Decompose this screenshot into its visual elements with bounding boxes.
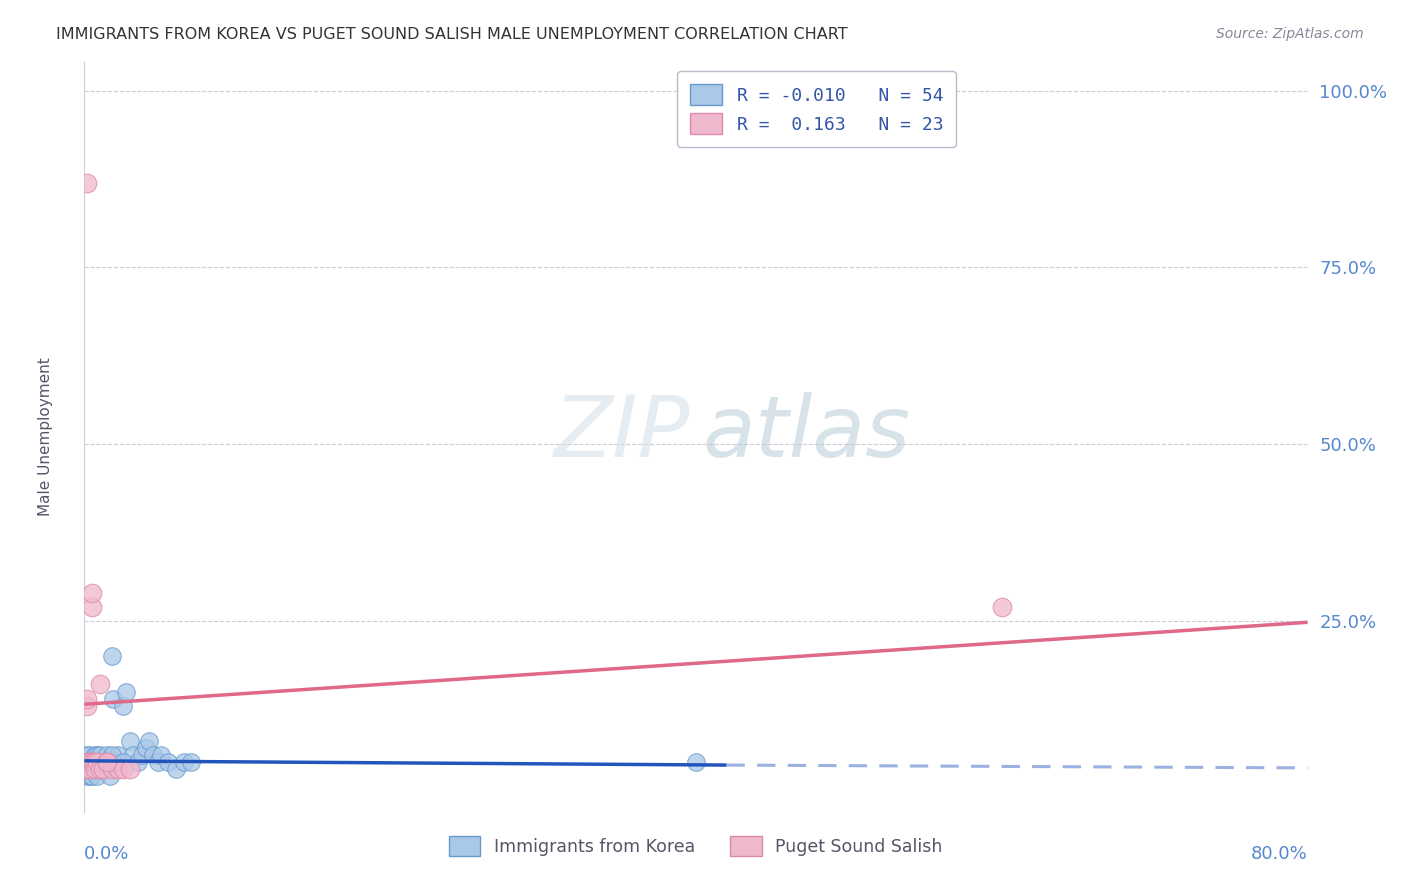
Point	[76, 762, 98, 776]
Point	[96, 756, 118, 770]
Point	[84, 762, 107, 776]
Point	[120, 734, 142, 748]
Point	[93, 756, 115, 770]
Point	[138, 734, 160, 748]
Point	[114, 684, 136, 698]
Point	[76, 748, 98, 763]
Point	[98, 769, 121, 783]
Point	[83, 756, 105, 770]
Point	[75, 762, 97, 776]
Point	[87, 762, 110, 776]
Point	[120, 762, 142, 776]
Point	[107, 762, 129, 776]
Point	[80, 762, 103, 776]
Point	[80, 769, 103, 783]
Point	[91, 762, 114, 776]
Point	[111, 762, 134, 776]
Point	[111, 756, 134, 770]
Point	[101, 649, 124, 664]
Point	[97, 756, 120, 770]
Point	[94, 762, 117, 776]
Point	[146, 756, 169, 770]
Point	[90, 756, 112, 770]
Point	[111, 698, 134, 713]
Text: 80.0%: 80.0%	[1251, 846, 1308, 863]
Point	[83, 756, 105, 770]
Point	[77, 762, 100, 776]
Point	[80, 599, 103, 614]
Point	[84, 762, 107, 776]
Text: Male Unemployment: Male Unemployment	[38, 358, 52, 516]
Point	[77, 756, 100, 770]
Legend: Immigrants from Korea, Puget Sound Salish: Immigrants from Korea, Puget Sound Salis…	[443, 829, 949, 863]
Text: ZIP: ZIP	[554, 392, 690, 475]
Point	[173, 756, 195, 770]
Point	[76, 176, 98, 190]
Point	[86, 769, 108, 783]
Point	[96, 748, 118, 763]
Point	[165, 762, 187, 776]
Point	[86, 748, 108, 763]
Point	[180, 756, 202, 770]
Point	[685, 756, 707, 770]
Point	[75, 762, 97, 776]
Point	[89, 762, 111, 776]
Point	[76, 769, 98, 783]
Point	[89, 748, 111, 763]
Point	[77, 748, 100, 763]
Point	[80, 756, 103, 770]
Point	[79, 762, 101, 776]
Point	[77, 756, 100, 770]
Point	[122, 748, 145, 763]
Point	[83, 762, 105, 776]
Point	[75, 756, 97, 770]
Point	[79, 769, 101, 783]
Point	[991, 599, 1014, 614]
Point	[127, 756, 149, 770]
Point	[104, 756, 127, 770]
Point	[96, 756, 118, 770]
Point	[96, 756, 118, 770]
Point	[89, 762, 111, 776]
Point	[84, 748, 107, 763]
Point	[89, 677, 111, 691]
Point	[149, 748, 172, 763]
Point	[135, 741, 157, 756]
Text: atlas: atlas	[702, 392, 910, 475]
Point	[91, 762, 114, 776]
Text: Source: ZipAtlas.com: Source: ZipAtlas.com	[1216, 27, 1364, 41]
Point	[87, 756, 110, 770]
Point	[101, 748, 124, 763]
Point	[107, 748, 129, 763]
Point	[80, 585, 103, 599]
Point	[79, 756, 101, 770]
Point	[76, 698, 98, 713]
Text: IMMIGRANTS FROM KOREA VS PUGET SOUND SALISH MALE UNEMPLOYMENT CORRELATION CHART: IMMIGRANTS FROM KOREA VS PUGET SOUND SAL…	[56, 27, 848, 42]
Point	[101, 762, 124, 776]
Point	[75, 756, 97, 770]
Point	[86, 756, 108, 770]
Point	[103, 691, 125, 706]
Point	[131, 748, 153, 763]
Point	[157, 756, 180, 770]
Point	[76, 691, 98, 706]
Point	[80, 756, 103, 770]
Text: 0.0%: 0.0%	[84, 846, 129, 863]
Point	[86, 756, 108, 770]
Point	[142, 748, 165, 763]
